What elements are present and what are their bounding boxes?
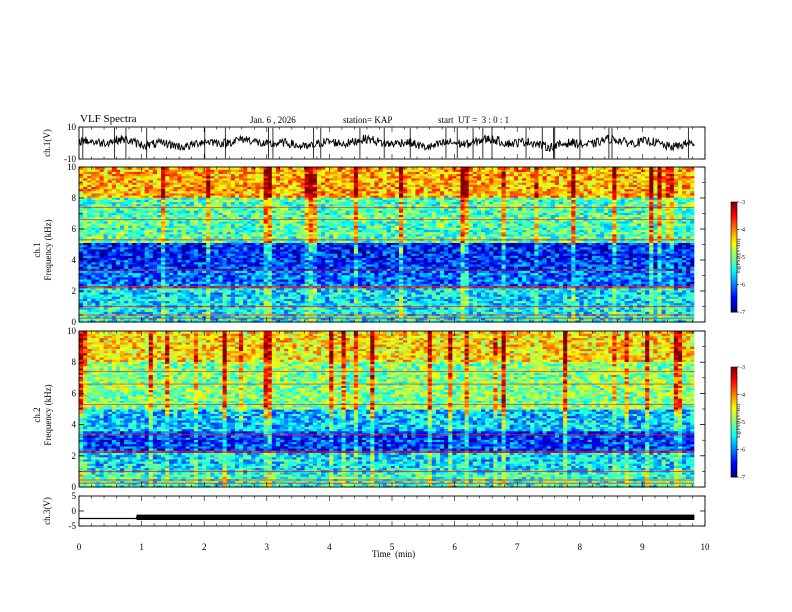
- ch1-waveform-line: [79, 135, 694, 151]
- ch1-waveform-panel: [79, 128, 694, 158]
- ch1-spectrogram-panel: [79, 167, 705, 323]
- figure: -3-4-5-6-7-3-4-5-6-7 10-1002468100246810…: [0, 0, 792, 612]
